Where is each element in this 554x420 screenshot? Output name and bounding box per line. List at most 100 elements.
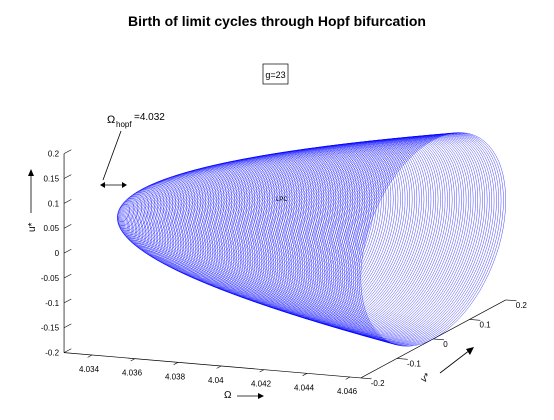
z-tick-label: -0.15 [41, 324, 60, 333]
chart-title: Birth of limit cycles through Hopf bifur… [128, 13, 426, 29]
limit-cycle-orbit [334, 134, 474, 339]
omega-axis-arrow-head [258, 393, 264, 399]
z-tick-mark [63, 174, 72, 179]
z-tick-label: -0.2 [45, 349, 59, 358]
limit-cycle-orbit [329, 135, 467, 338]
limit-cycle-orbit [149, 170, 214, 266]
z-tick-label: 0.1 [48, 199, 60, 208]
limit-cycle-orbit [342, 134, 483, 342]
z-tick-label: 0.2 [48, 150, 60, 159]
y-tick-label: 0.2 [516, 301, 528, 310]
z-tick-label: 0 [55, 249, 60, 258]
x-tick-mark [216, 365, 222, 369]
limit-cycle-orbit [360, 132, 506, 347]
x-tick-mark [345, 376, 351, 380]
limit-cycle-orbit [195, 156, 285, 290]
hopf-annotation: Ω hopf =4.032 [100, 112, 165, 188]
x-tick-label: 4.038 [165, 372, 186, 381]
limit-cycle-orbit [351, 133, 495, 344]
u-axis-label-text: u* [27, 222, 38, 232]
u-axis-arrow-head [28, 169, 34, 176]
limit-cycle-orbit [347, 133, 490, 343]
limit-cycle-orbit [248, 146, 361, 311]
limit-cycle-orbit [325, 135, 462, 337]
limit-cycle-orbit [154, 168, 222, 269]
surface-label: LPC [276, 197, 288, 203]
x-tick-label: 4.04 [208, 376, 224, 385]
v-axis-label: v* [419, 347, 474, 385]
y-tick-mark [433, 338, 445, 341]
z-tick-label: -0.1 [45, 299, 59, 308]
z-tick-mark [63, 224, 72, 229]
limit-cycle-orbit [201, 155, 295, 293]
limit-cycle-orbit [349, 133, 493, 344]
y-tick-mark [360, 377, 372, 380]
y-tick-label: 0 [443, 340, 448, 349]
limit-cycle-orbit [158, 167, 230, 271]
limit-cycle-orbit [336, 134, 476, 340]
legend-box-frame [262, 63, 289, 85]
axis-line-0 [64, 352, 361, 379]
limit-cycle-orbit [255, 145, 370, 314]
z-tick-mark [63, 273, 72, 279]
z-tick-mark [63, 248, 72, 254]
v-axis-label-text: v* [419, 371, 433, 385]
omega-axis-label: Ω [224, 390, 264, 401]
limit-cycle-orbit [264, 143, 382, 317]
x-tick-label: 4.034 [79, 365, 100, 374]
limit-cycle-orbit [188, 158, 275, 286]
limit-cycle-orbit [146, 172, 209, 264]
limit-cycle-orbit [200, 155, 293, 292]
hopf-annotation-subscript: hopf [116, 120, 132, 129]
y-tick-mark [469, 319, 481, 321]
x-tick-label: 4.044 [294, 383, 315, 392]
limit-cycle-orbit [345, 133, 488, 343]
x-tick-mark [259, 369, 265, 373]
limit-cycle-orbit [356, 132, 502, 346]
z-tick-label: -0.05 [41, 274, 60, 283]
hopf-arrow-left-head [100, 182, 105, 188]
limit-cycle-orbit [128, 182, 173, 249]
hopf-pointer-line [102, 130, 122, 181]
hopf-arrow-right-head [122, 182, 127, 188]
limit-cycle-orbit [338, 134, 479, 341]
limit-cycle-orbit [259, 144, 375, 315]
x-tick-label: 4.046 [337, 387, 358, 396]
x-tick-mark [302, 373, 308, 376]
limit-cycle-orbit [245, 146, 356, 310]
hopf-annotation-omega: Ω [107, 114, 115, 126]
limit-cycle-orbit [252, 145, 365, 312]
z-tick-mark [63, 323, 72, 329]
z-tick-label: 0.15 [43, 174, 59, 183]
z-tick-mark [63, 149, 72, 154]
limit-cycle-orbit [152, 169, 220, 268]
limit-cycle-orbit [353, 133, 497, 345]
limit-cycle-orbit [358, 132, 504, 346]
v-axis-arrow-line [439, 349, 471, 374]
y-tick-label: -0.2 [371, 379, 385, 388]
y-tick-mark [505, 299, 517, 302]
tick-labels: 4.034 4.036 4.038 4.04 4.042 4.044 4.046 -0.2 -0… [41, 150, 528, 396]
limit-cycle-surface [117, 132, 506, 347]
limit-cycle-orbit [344, 133, 486, 342]
limit-cycle-orbit [125, 184, 168, 246]
y-tick-label: -0.1 [407, 359, 421, 368]
v-axis-arrow-head [466, 347, 474, 355]
y-tick-mark [396, 358, 408, 360]
limit-cycle-orbit [205, 154, 300, 294]
z-tick-mark [63, 199, 72, 204]
x-tick-mark [130, 358, 136, 362]
limit-cycle-orbit [124, 185, 165, 244]
legend-box: g=23 [262, 63, 289, 85]
z-tick-mark [63, 298, 72, 304]
hopf-annotation-value: =4.032 [134, 112, 165, 123]
u-axis-label: u* [27, 169, 38, 232]
legend-box-text: g=23 [265, 70, 285, 80]
x-tick-mark [173, 362, 179, 365]
y-tick-label: 0.1 [480, 320, 492, 329]
limit-cycle-orbit [260, 144, 377, 315]
limit-cycle-orbit [340, 134, 481, 341]
omega-axis-label-text: Ω [224, 390, 232, 401]
